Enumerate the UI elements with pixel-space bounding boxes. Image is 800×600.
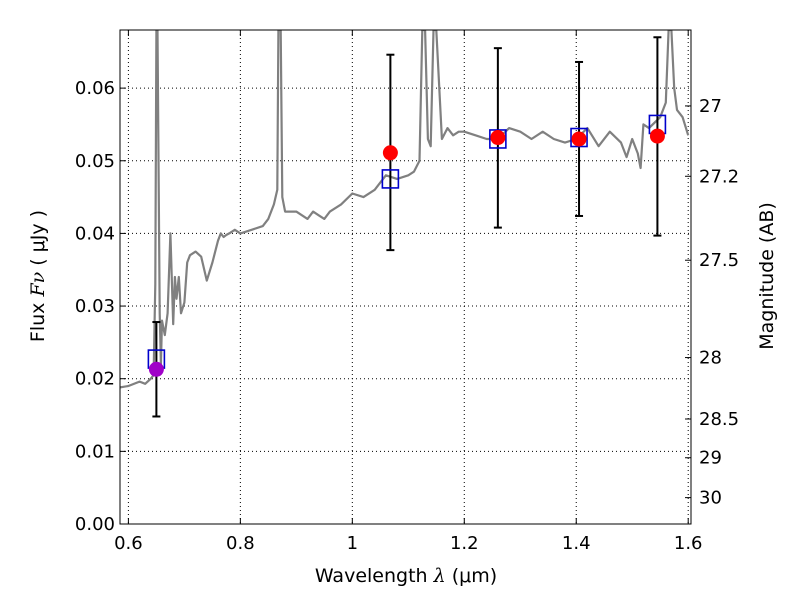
model-spectrum: [120, 30, 690, 389]
x-tick-label: 1.2: [450, 533, 479, 554]
y2-tick-label: 28: [699, 348, 722, 369]
observed-flux-point: [571, 131, 587, 147]
model-square-marker: [381, 169, 400, 189]
y2-tick-label: 29: [699, 448, 722, 469]
model-square-marker: [570, 127, 588, 148]
x-axis-ticks: 0.6 0.8 1 1.2 1.4 1.6: [114, 30, 703, 554]
y-tick-label: 0.02: [75, 369, 115, 390]
observed-flux-point: [649, 128, 665, 144]
y2-tick-label: 27: [699, 96, 722, 117]
observed-flux-point: [382, 145, 398, 161]
x-axis-label: Wavelength λ (μm): [315, 565, 497, 587]
y-tick-label: 0.05: [75, 151, 115, 172]
y-axis-label: Flux Fν ( μJy ): [27, 210, 49, 342]
model-square-marker: [489, 129, 507, 149]
observed-flux-markers: [148, 128, 665, 377]
y-axis-symbol: Fν: [27, 271, 49, 297]
y-tick-label: 0.04: [75, 223, 115, 244]
y2-axis-label: Magnitude (AB): [756, 202, 778, 350]
x-tick-label: 0.6: [114, 533, 143, 554]
plot-frame: [119, 29, 692, 525]
y2-tick-label: 28.5: [699, 409, 739, 430]
x-tick-label: 1.4: [562, 533, 591, 554]
y2-axis-ticks: 27 27.2 27.5 28 28.5 29 30: [685, 96, 739, 509]
y-axis-ticks: 0.00 0.01 0.02 0.03 0.04 0.05 0.06: [75, 78, 126, 535]
observed-flux-point: [490, 130, 506, 146]
x-tick-label: 1.6: [674, 533, 703, 554]
spectrum-line: [120, 30, 690, 389]
y-tick-label: 0.06: [75, 78, 115, 99]
observed-flux-point: [148, 361, 164, 377]
x-tick-label: 1: [347, 533, 358, 554]
y-tick-label: 0.00: [75, 514, 115, 535]
y2-tick-label: 30: [699, 488, 722, 509]
y2-tick-label: 27.2: [699, 166, 739, 187]
y-tick-label: 0.03: [75, 296, 115, 317]
y-tick-label: 0.01: [75, 441, 115, 462]
y2-tick-label: 27.5: [699, 250, 739, 271]
x-tick-label: 0.8: [226, 533, 255, 554]
x-axis-symbol: λ: [433, 565, 446, 587]
